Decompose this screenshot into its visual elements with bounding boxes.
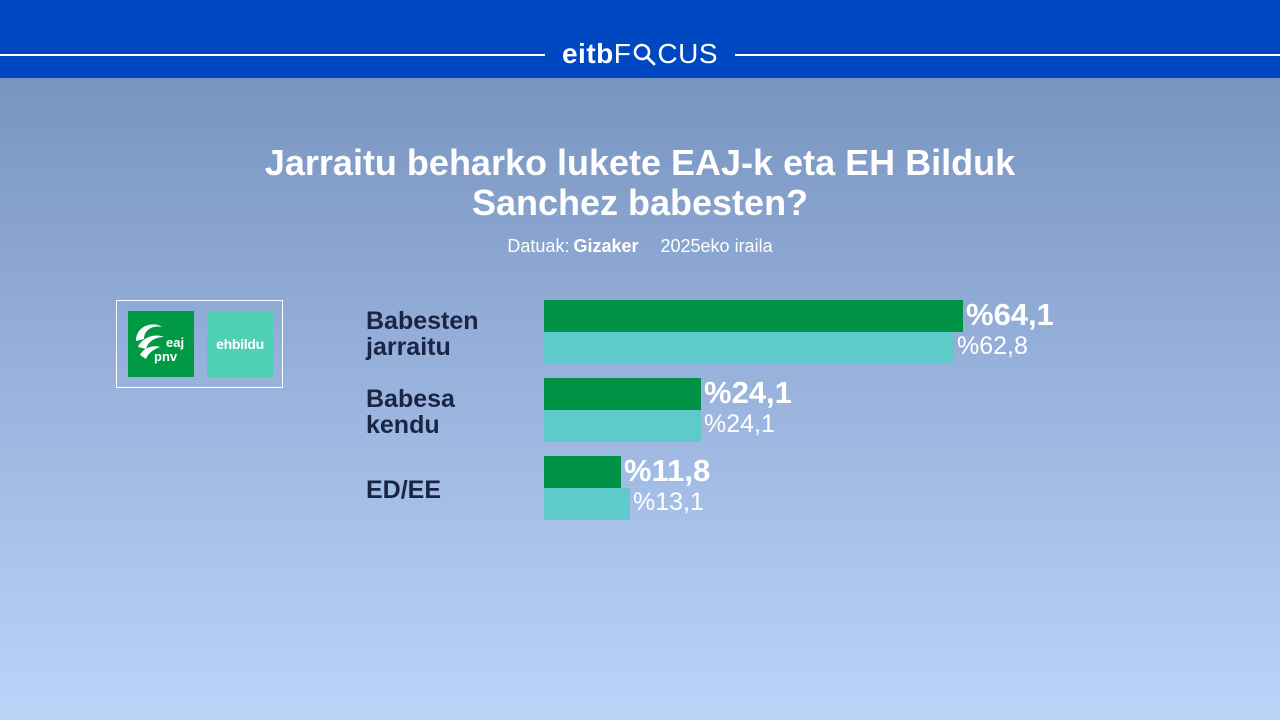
eaj-pnv-logo: eaj pnv: [128, 311, 194, 377]
category-label: Babesten jarraitu: [366, 308, 526, 360]
party-logos: eaj pnv ehbildu: [116, 300, 283, 388]
bar: [544, 378, 701, 410]
data-label: %24,1: [704, 375, 792, 410]
data-label: %24,1: [704, 410, 775, 438]
bar: [544, 300, 963, 332]
ehbildu-logo-text: ehbildu: [216, 336, 264, 352]
pnv-logo-text: pnv: [154, 349, 178, 364]
title-line-1: Jarraitu beharko lukete EAJ-k eta EH Bil…: [264, 142, 1016, 183]
brand-focus-part-1: F: [613, 38, 632, 69]
data-label: %64,1: [966, 297, 1054, 332]
brand-focus: F CUS: [614, 38, 718, 70]
bar: [544, 488, 630, 520]
category-label: Babesa kendu: [366, 386, 526, 438]
page-title: Jarraitu beharko lukete EAJ-k eta EH Bil…: [140, 143, 1140, 223]
data-label: %13,1: [633, 488, 704, 516]
header-divider-right: [735, 54, 1280, 56]
eaj-logo-text: eaj: [166, 335, 184, 350]
bar: [544, 332, 954, 364]
brand-focus-part-2: CUS: [657, 38, 718, 69]
bar: [544, 456, 621, 488]
brand-main: eitb: [561, 38, 614, 69]
source-label: Datuak:: [507, 236, 570, 256]
brand-logo: eitb F CUS: [550, 34, 730, 74]
header-divider-left: [0, 54, 545, 56]
category-label: ED/EE: [366, 477, 526, 503]
source-line: Datuak: Gizaker 2025eko iraila: [140, 236, 1140, 257]
header-bar: eitb F CUS: [0, 0, 1280, 78]
category-label-line: ED/EE: [366, 476, 442, 504]
eaj-pnv-icon: eaj pnv: [136, 324, 184, 364]
category-label-line: jarraitu: [366, 333, 451, 361]
data-label: %11,8: [624, 453, 711, 488]
category-label-line: Babesten: [366, 307, 479, 335]
source-value: Gizaker: [573, 236, 639, 256]
bar: [544, 410, 701, 442]
ehbildu-logo: ehbildu: [207, 311, 273, 377]
date-text: 2025eko iraila: [660, 236, 773, 256]
category-label-line: Babesa: [366, 385, 455, 413]
magnifier-icon: [634, 43, 656, 66]
category-label-line: kendu: [366, 411, 440, 439]
title-line-2: Sanchez babesten?: [471, 182, 809, 223]
data-label: %62,8: [957, 332, 1028, 360]
